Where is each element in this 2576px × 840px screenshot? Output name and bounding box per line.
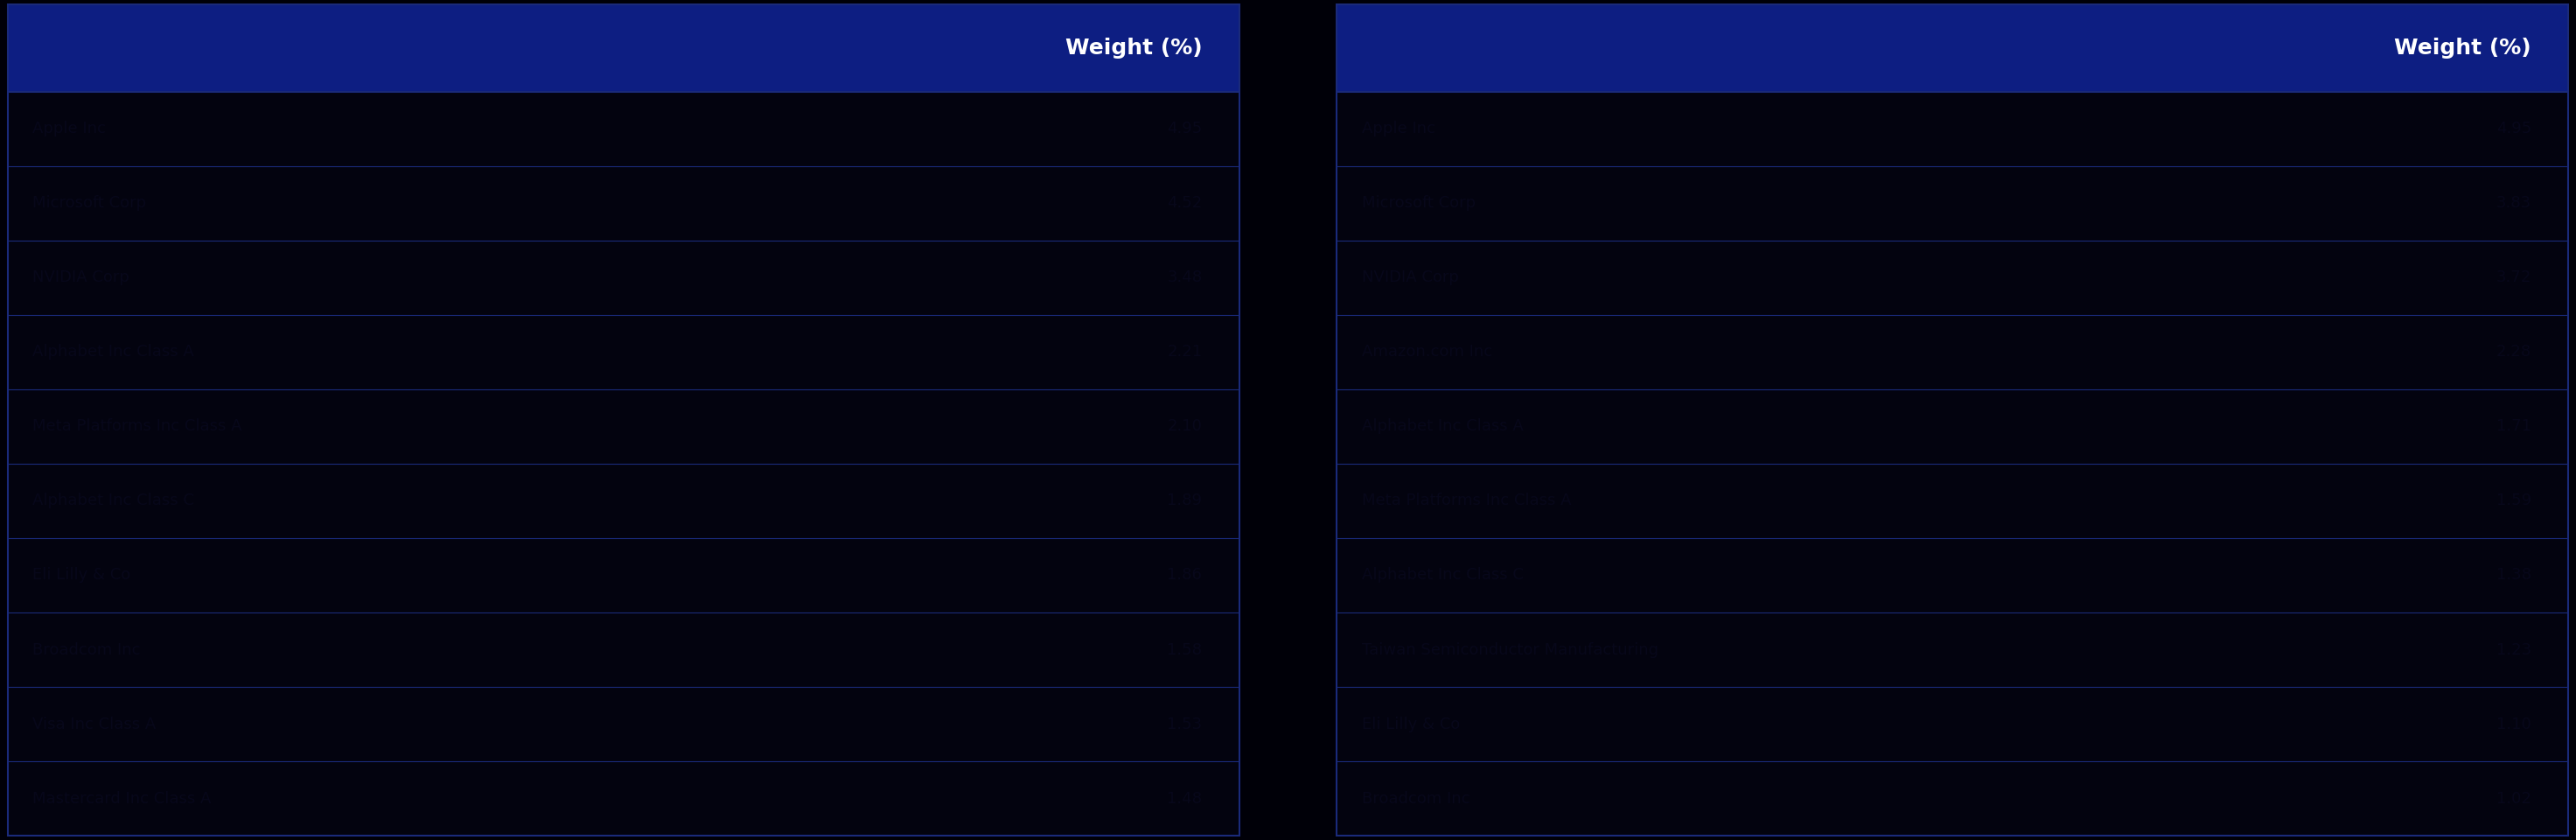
Text: 1.02: 1.02 [2496, 790, 2532, 806]
Text: 2.28: 2.28 [2496, 344, 2532, 360]
Text: 1.71: 1.71 [2496, 418, 2532, 434]
Text: 1.89: 1.89 [1167, 493, 1203, 509]
Bar [1337, 464, 2568, 538]
Bar [1337, 761, 2568, 836]
Bar [1337, 240, 2568, 315]
Text: Weight (%): Weight (%) [2393, 37, 2532, 58]
Bar [1337, 538, 2568, 612]
Text: Microsoft Corp: Microsoft Corp [1363, 195, 1476, 211]
Bar [1337, 687, 2568, 761]
Bar [8, 389, 1239, 464]
Bar [1337, 4, 2568, 92]
Text: NVIDIA Corp: NVIDIA Corp [33, 270, 129, 286]
Bar [8, 761, 1239, 836]
Bar [1337, 315, 2568, 389]
Text: 1.10: 1.10 [2496, 717, 2532, 732]
Text: Visa Inc Class A: Visa Inc Class A [33, 717, 157, 732]
Text: Alphabet Inc Class C: Alphabet Inc Class C [33, 493, 193, 509]
Text: Alphabet Inc Class A: Alphabet Inc Class A [33, 344, 193, 360]
Bar [8, 4, 1239, 92]
Text: Eli Lilly & Co: Eli Lilly & Co [1363, 717, 1461, 732]
Bar [1337, 389, 2568, 464]
Text: 3.72: 3.72 [2496, 270, 2532, 286]
Text: Broadcom Inc: Broadcom Inc [1363, 790, 1468, 806]
Text: Alphabet Inc Class C: Alphabet Inc Class C [1363, 568, 1522, 583]
Text: 2.10: 2.10 [1167, 418, 1203, 434]
Bar [8, 240, 1239, 315]
Text: Apple Inc: Apple Inc [1363, 121, 1435, 137]
Bar [1337, 166, 2568, 240]
Bar [1337, 612, 2568, 687]
Bar [1337, 92, 2568, 166]
Text: 1.38: 1.38 [2496, 568, 2532, 583]
Text: Broadcom Inc: Broadcom Inc [33, 642, 139, 658]
Bar [8, 92, 1239, 166]
Text: Mastercard Inc Class A: Mastercard Inc Class A [33, 790, 211, 806]
Bar [8, 315, 1239, 389]
Text: 3.48: 3.48 [1167, 270, 1203, 286]
Text: Weight (%): Weight (%) [1064, 37, 1203, 58]
Text: Meta Platforms Inc Class A: Meta Platforms Inc Class A [1363, 493, 1571, 509]
Bar [8, 538, 1239, 612]
Text: Eli Lilly & Co: Eli Lilly & Co [33, 568, 131, 583]
Text: Alphabet Inc Class A: Alphabet Inc Class A [1363, 418, 1522, 434]
Text: 3.83: 3.83 [2496, 195, 2532, 211]
Text: 1.59: 1.59 [2496, 493, 2532, 509]
Text: 4.95: 4.95 [1167, 121, 1203, 137]
Bar [8, 464, 1239, 538]
Text: 1.48: 1.48 [1167, 790, 1203, 806]
Text: 1.53: 1.53 [1167, 717, 1203, 732]
Text: 2.21: 2.21 [1167, 344, 1203, 360]
Text: Meta Platforms Inc Class A: Meta Platforms Inc Class A [33, 418, 242, 434]
Text: NVIDIA Corp: NVIDIA Corp [1363, 270, 1458, 286]
Text: 4.95: 4.95 [2496, 121, 2532, 137]
Bar [8, 612, 1239, 687]
Text: 1.58: 1.58 [1167, 642, 1203, 658]
Bar [8, 166, 1239, 240]
Text: Taiwan Semiconductor Manufacturing: Taiwan Semiconductor Manufacturing [1363, 642, 1659, 658]
Text: 1.86: 1.86 [1167, 568, 1203, 583]
Text: Microsoft Corp: Microsoft Corp [33, 195, 147, 211]
Text: 1.23: 1.23 [2496, 642, 2532, 658]
Text: Apple Inc: Apple Inc [33, 121, 106, 137]
Bar [8, 687, 1239, 761]
Text: 4.52: 4.52 [1167, 195, 1203, 211]
Text: Amazon.com Inc: Amazon.com Inc [1363, 344, 1492, 360]
